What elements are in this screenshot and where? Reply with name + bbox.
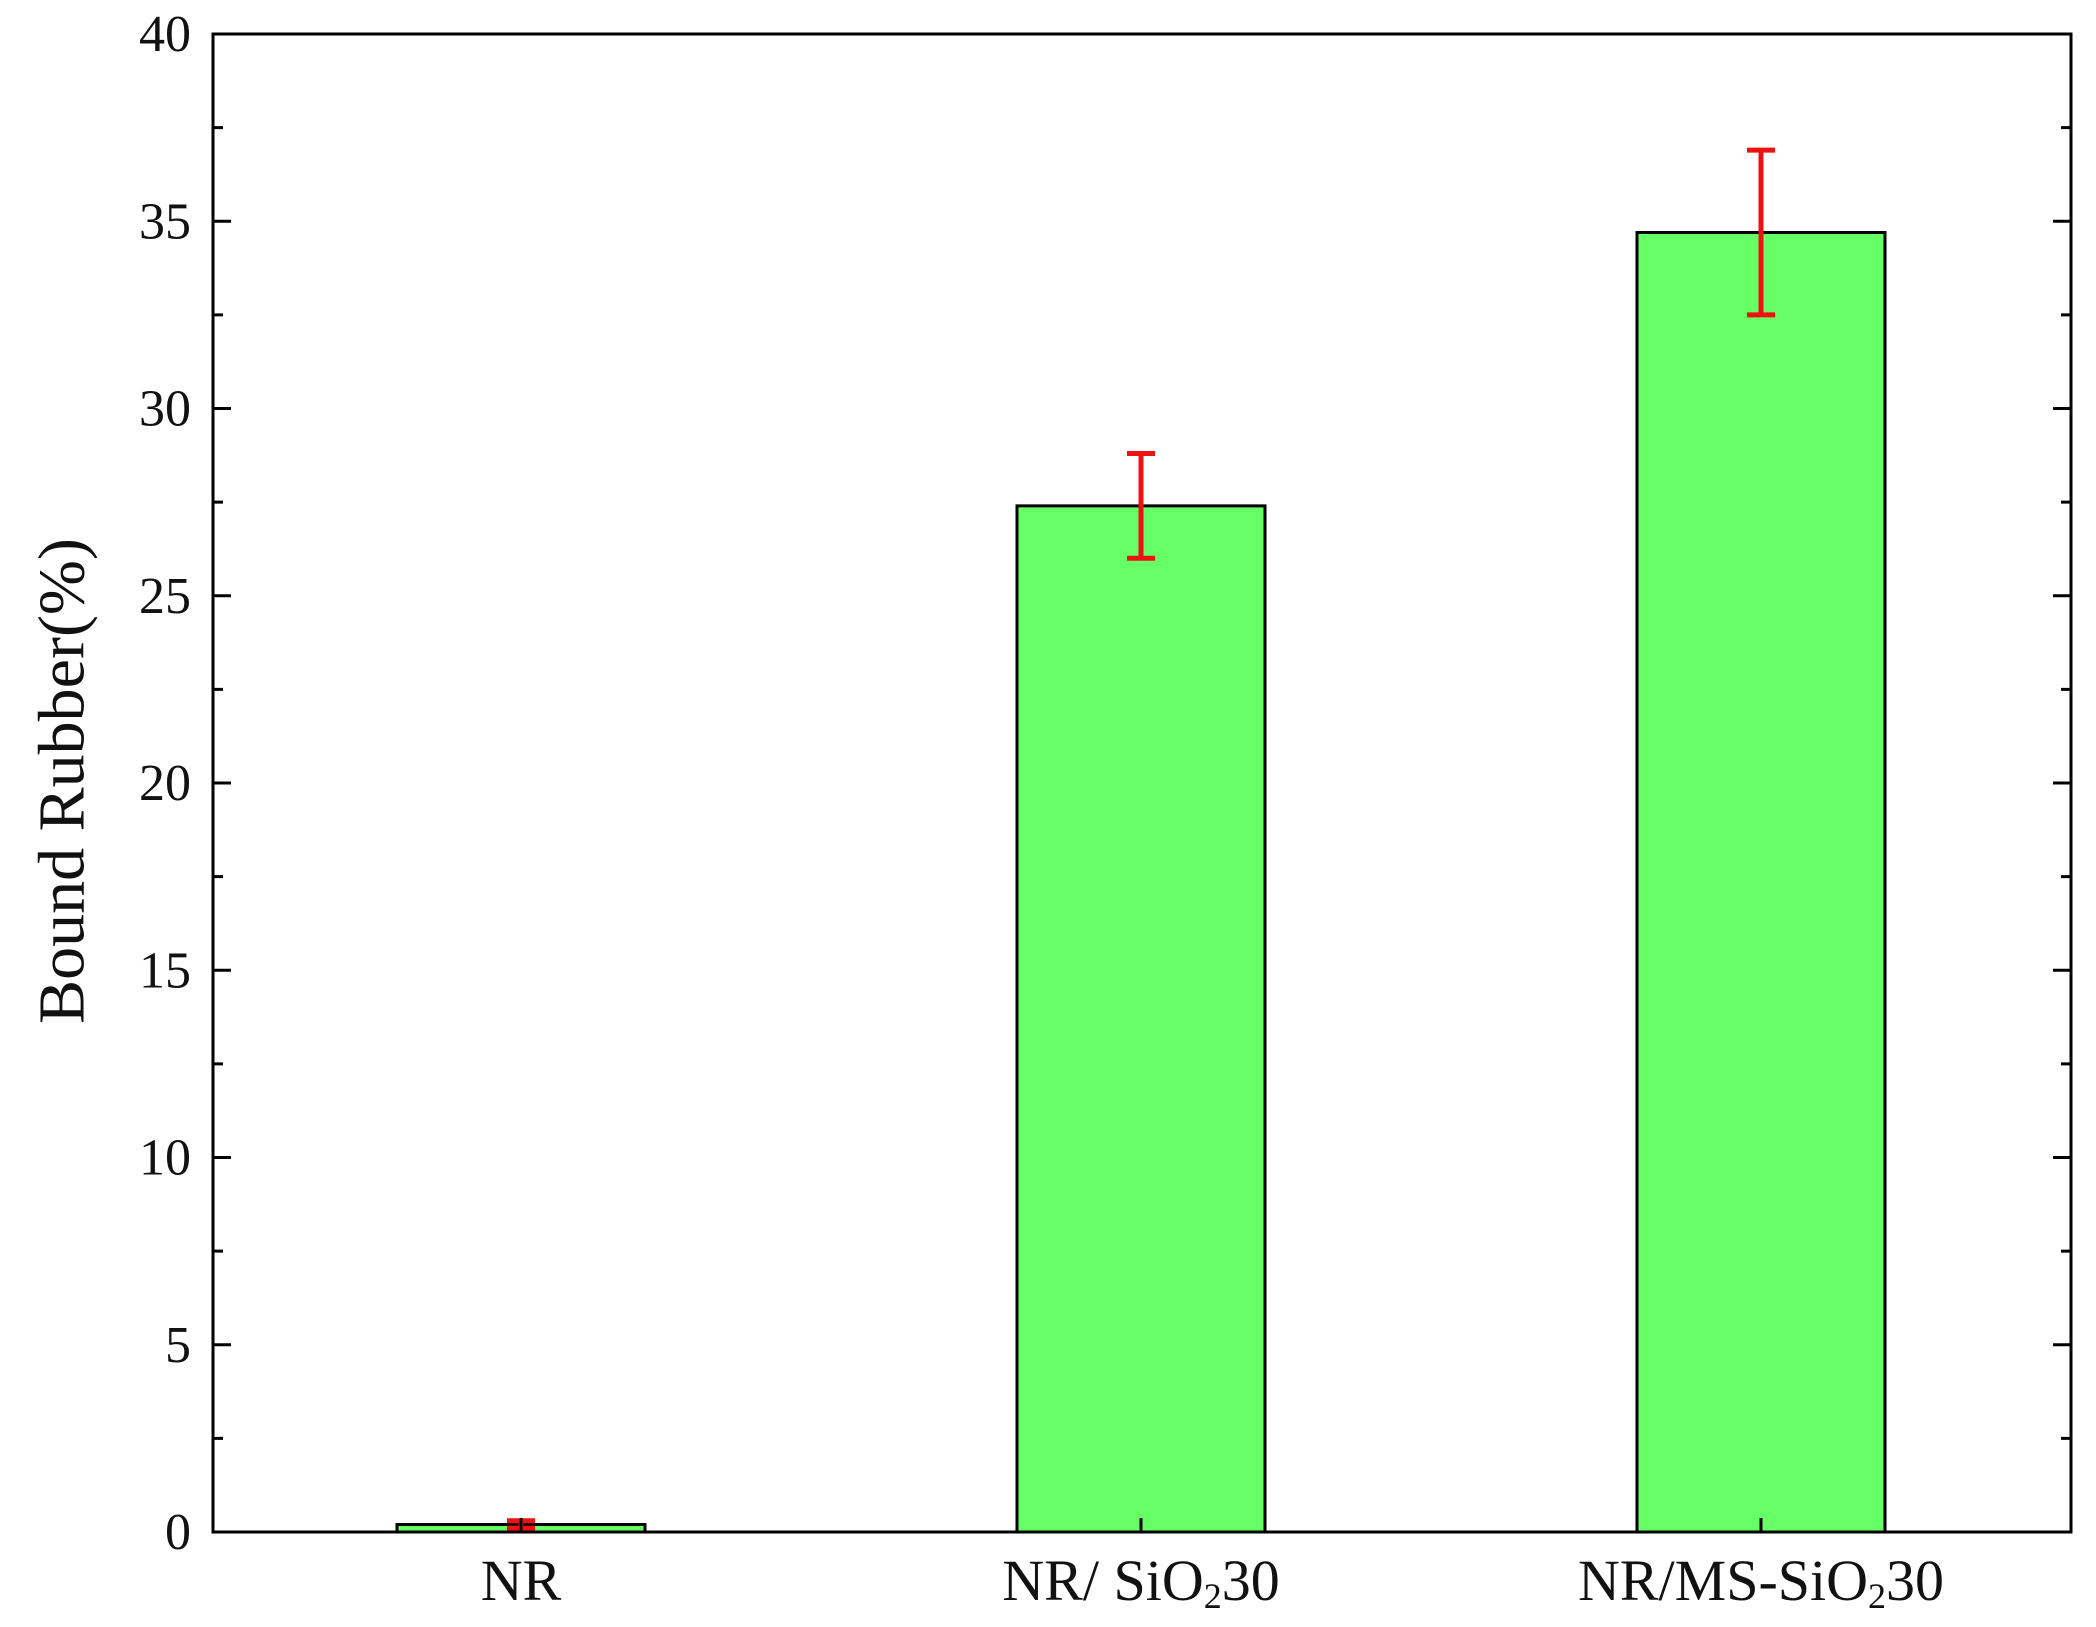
y-tick-label-35: 35 [139,193,191,250]
x-tick-label-tail-2: 30 [1886,1548,1944,1613]
y-tick-label-20: 20 [139,755,191,812]
y-axis-title: Bound Rubber(%) [26,538,99,1024]
x-tick-label-1: NR/ SiO230 [1002,1548,1279,1616]
bar-2 [1635,230,1887,1534]
error-bar-1 [1127,450,1155,561]
bars-layer [395,230,1887,1534]
x-tick-label-main-0: NR [481,1548,562,1613]
x-tick-label-0: NR [481,1548,562,1613]
y-tick-label-30: 30 [139,381,191,438]
x-tick-label-main-1: NR/ SiO [1002,1548,1203,1613]
y-tick-label-25: 25 [139,568,191,625]
x-tick-label-2: NR/MS-SiO230 [1578,1548,1944,1616]
x-tick-label-subscript-1: 2 [1204,1576,1222,1616]
x-ticks-layer: NR NR/ SiO230 NR/MS-SiO230 [481,1518,1944,1616]
y-ticks-layer: 0 5 10 15 20 25 30 35 40 [139,6,2071,1561]
error-bars-layer [507,147,1775,1531]
y-tick-label-10: 10 [139,1130,191,1187]
y-tick-label-0: 0 [165,1504,191,1561]
y-tick-label-40: 40 [139,6,191,63]
y-tick-label-5: 5 [165,1317,191,1374]
x-tick-label-main-2: NR/MS-SiO [1578,1548,1868,1613]
error-bar-2 [1747,147,1775,318]
bar-1 [1015,504,1267,1534]
x-tick-label-tail-1: 30 [1222,1548,1280,1613]
x-tick-label-subscript-2: 2 [1868,1576,1886,1616]
y-tick-label-15: 15 [139,942,191,999]
